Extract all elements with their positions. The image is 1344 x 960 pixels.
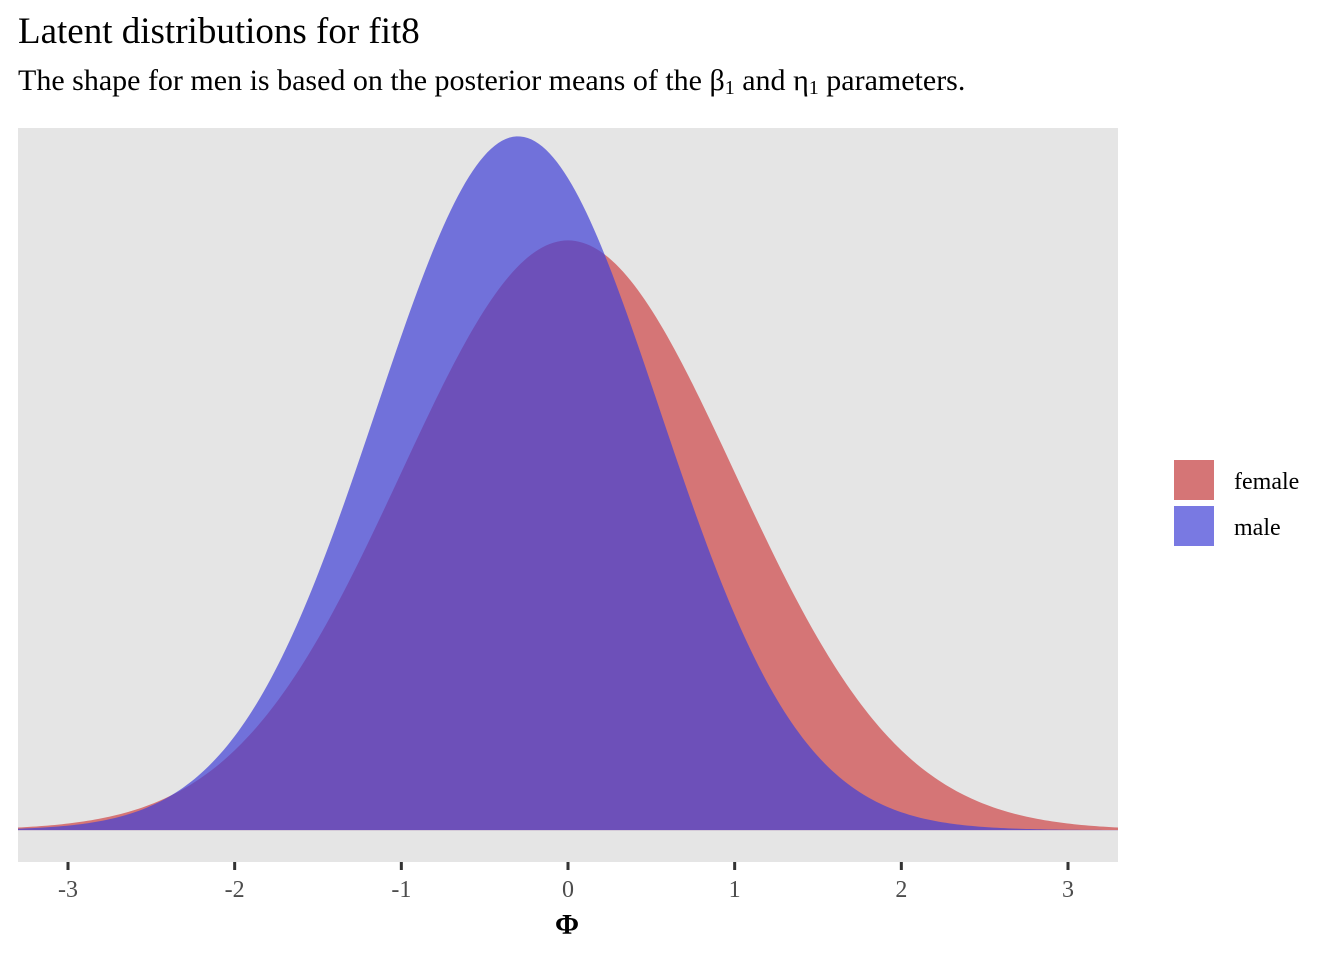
x-tick-label: -1 xyxy=(391,877,411,903)
x-tick-label: 3 xyxy=(1062,877,1074,903)
subtitle-eta-symbol: η xyxy=(793,64,809,97)
x-tick-label: 1 xyxy=(729,877,741,903)
x-tick-label: 0 xyxy=(562,877,574,903)
chart-subtitle: The shape for men is based on the poster… xyxy=(18,64,965,98)
density-area-male xyxy=(18,136,1118,831)
subtitle-eta-subscript: 1 xyxy=(808,77,819,99)
density-areas xyxy=(18,136,1118,831)
legend-label-male: male xyxy=(1234,515,1281,541)
legend: female male xyxy=(1172,458,1299,548)
chart-title: Latent distributions for fit8 xyxy=(18,11,420,52)
x-tick-label: -3 xyxy=(58,877,78,903)
subtitle-text-1: The shape for men is based on the poster… xyxy=(18,64,710,97)
subtitle-beta-subscript: 1 xyxy=(724,77,735,99)
x-axis-label: Φ xyxy=(555,909,579,941)
subtitle-text-2: and xyxy=(734,64,794,97)
x-tick-label: 2 xyxy=(895,877,907,903)
legend-swatch-male xyxy=(1174,506,1214,546)
legend-label-female: female xyxy=(1234,469,1299,495)
x-tick-label: -2 xyxy=(225,877,245,903)
subtitle-beta-symbol: β xyxy=(709,64,725,97)
legend-swatch-female xyxy=(1174,460,1214,500)
x-axis: -3 -2 -1 0 1 2 3 xyxy=(58,862,1074,903)
subtitle-text-3: parameters. xyxy=(818,64,966,97)
